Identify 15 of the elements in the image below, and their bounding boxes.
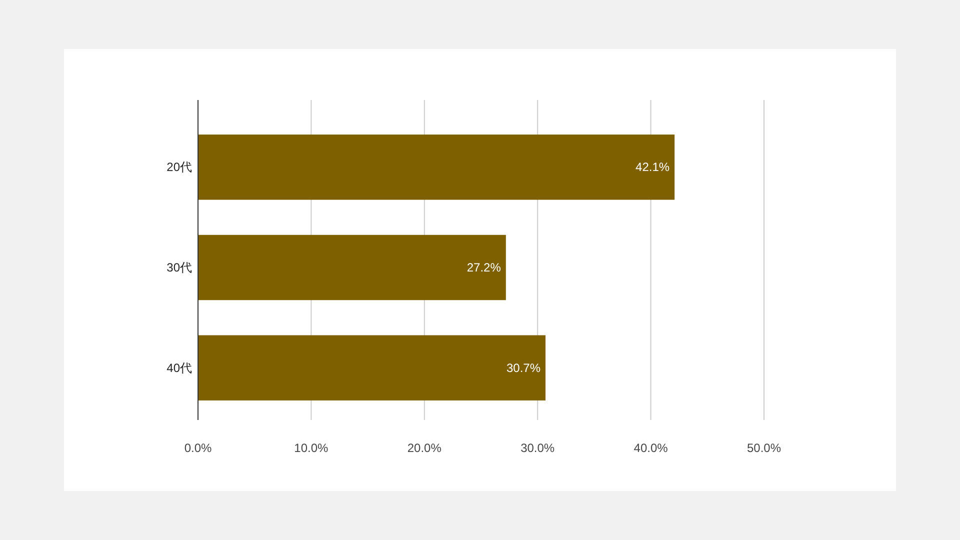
bar [198,335,546,400]
data-label: 30.7% [506,360,541,375]
x-tick-label: 10.0% [294,441,329,455]
y-tick-label: 30代 [166,260,192,274]
x-tick-label: 50.0% [746,441,782,455]
bar [198,134,675,200]
y-tick-label: 40代 [166,360,192,375]
x-tick-label: 40.0% [634,441,668,455]
x-tick-label: 30.0% [520,441,555,455]
y-tick-label: 20代 [166,160,192,174]
bar [198,234,506,300]
data-label: 42.1% [636,160,670,174]
x-tick-label: 20.0% [407,441,442,455]
x-tick-label: 0.0% [184,441,212,455]
data-label: 27.2% [466,260,502,274]
